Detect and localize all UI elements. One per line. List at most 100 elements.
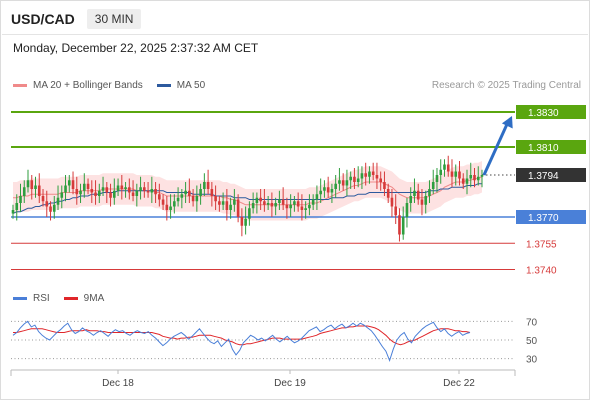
candle-body	[75, 189, 79, 195]
candle-body	[225, 201, 229, 210]
candle-body	[315, 194, 319, 200]
candle-body	[278, 199, 281, 203]
candle-body	[259, 197, 262, 202]
candle-body	[22, 187, 26, 196]
candle-body	[371, 171, 375, 175]
rsi-tick-label: 30	[526, 355, 538, 366]
candle-body	[480, 175, 484, 177]
candle-body	[150, 189, 154, 193]
candle-body	[120, 185, 124, 189]
candle-body	[413, 190, 416, 196]
candle-body	[11, 210, 15, 214]
candle-body	[49, 206, 52, 212]
candle-body	[19, 196, 22, 203]
candle-body	[135, 190, 139, 196]
chart-header: USD/CAD 30 MIN	[11, 8, 142, 30]
candle-body	[450, 171, 454, 177]
candle-body	[323, 187, 326, 191]
candle-body	[67, 180, 71, 186]
candle-body	[461, 178, 465, 184]
legend-item-ma20: MA 20 + Bollinger Bands	[13, 80, 143, 91]
candle-body	[101, 187, 105, 191]
candle-body	[263, 201, 266, 205]
candle-body	[161, 199, 165, 205]
candle-body	[274, 203, 277, 207]
candle-body	[439, 169, 443, 175]
candle-body	[154, 189, 157, 195]
candle-body	[41, 196, 45, 202]
candle-body	[15, 203, 19, 210]
rsi-9ma-line	[13, 325, 471, 346]
target-label: 1.3830	[528, 108, 559, 119]
candle-body	[184, 190, 187, 195]
time-tick-label: Dec 19	[274, 378, 306, 389]
candle-body	[368, 171, 371, 177]
candle-body	[244, 218, 247, 226]
rsi-line	[12, 320, 471, 362]
candle-body	[229, 204, 232, 210]
candle-body	[97, 190, 101, 196]
candle-body	[330, 189, 334, 193]
candle-body	[52, 204, 56, 212]
candle-body	[240, 217, 244, 226]
candle-body	[446, 164, 450, 172]
candle-body	[428, 189, 431, 196]
candle-body	[390, 197, 394, 207]
candle-body	[401, 217, 405, 235]
rsi-label: RSI	[33, 293, 50, 304]
price-legend: MA 20 + Bollinger Bands MA 50	[13, 80, 219, 91]
pivot-tag	[516, 210, 586, 224]
candle-body	[146, 190, 150, 193]
candle-body	[173, 201, 176, 207]
candle-body	[139, 187, 142, 191]
legend-item-9ma: 9MA	[63, 293, 104, 304]
candle-body	[113, 190, 116, 198]
candle-body	[188, 190, 191, 196]
candle-body	[210, 189, 214, 196]
candle-body	[416, 190, 420, 200]
research-credit: Research © 2025 Trading Central	[431, 80, 581, 91]
candle-body	[203, 182, 206, 189]
candle-body	[105, 187, 109, 193]
candle-body	[86, 183, 90, 189]
candle-body	[345, 180, 349, 186]
time-tick-label: Dec 22	[443, 378, 475, 389]
candle-body	[214, 196, 217, 202]
candle-body	[116, 185, 120, 191]
candle-body	[454, 171, 458, 177]
candle-body	[248, 208, 251, 219]
candle-body	[90, 189, 94, 193]
rsi-legend: RSI 9MA	[13, 293, 118, 304]
time-axis: Dec 18 Dec 19 Dec 22	[10, 369, 516, 389]
candle-body	[476, 176, 480, 181]
rsi-ma-swatch	[63, 297, 78, 300]
candle-body	[128, 187, 131, 193]
candle-body	[26, 180, 30, 188]
candle-body	[236, 199, 240, 217]
timeframe-badge[interactable]: 30 MIN	[86, 9, 142, 29]
forecast-arrow-head	[501, 116, 513, 129]
forecast-arrow-shaft	[482, 121, 510, 176]
candle-body	[131, 192, 135, 196]
ma20-label: MA 20 + Bollinger Bands	[33, 80, 143, 91]
candle-body	[319, 190, 322, 195]
candle-body	[394, 206, 398, 216]
symbol-title: USD/CAD	[11, 11, 75, 27]
candle-body	[109, 192, 112, 198]
candle-body	[199, 189, 202, 196]
candle-body	[465, 178, 469, 184]
candle-body	[158, 194, 161, 200]
candle-body	[266, 203, 270, 205]
pivot-label: 1.3770	[528, 213, 559, 224]
candle-body	[360, 173, 364, 179]
candle-body	[56, 197, 60, 205]
candle-body	[334, 183, 337, 189]
candle-body	[289, 204, 292, 209]
candle-body	[255, 197, 259, 203]
candle-body	[82, 183, 86, 191]
candle-body	[285, 204, 289, 209]
candle-body	[356, 178, 360, 182]
candle-body	[94, 192, 97, 196]
candle-body	[424, 196, 428, 205]
timestamp: Monday, December 22, 2025 2:37:32 AM CET	[13, 41, 259, 55]
